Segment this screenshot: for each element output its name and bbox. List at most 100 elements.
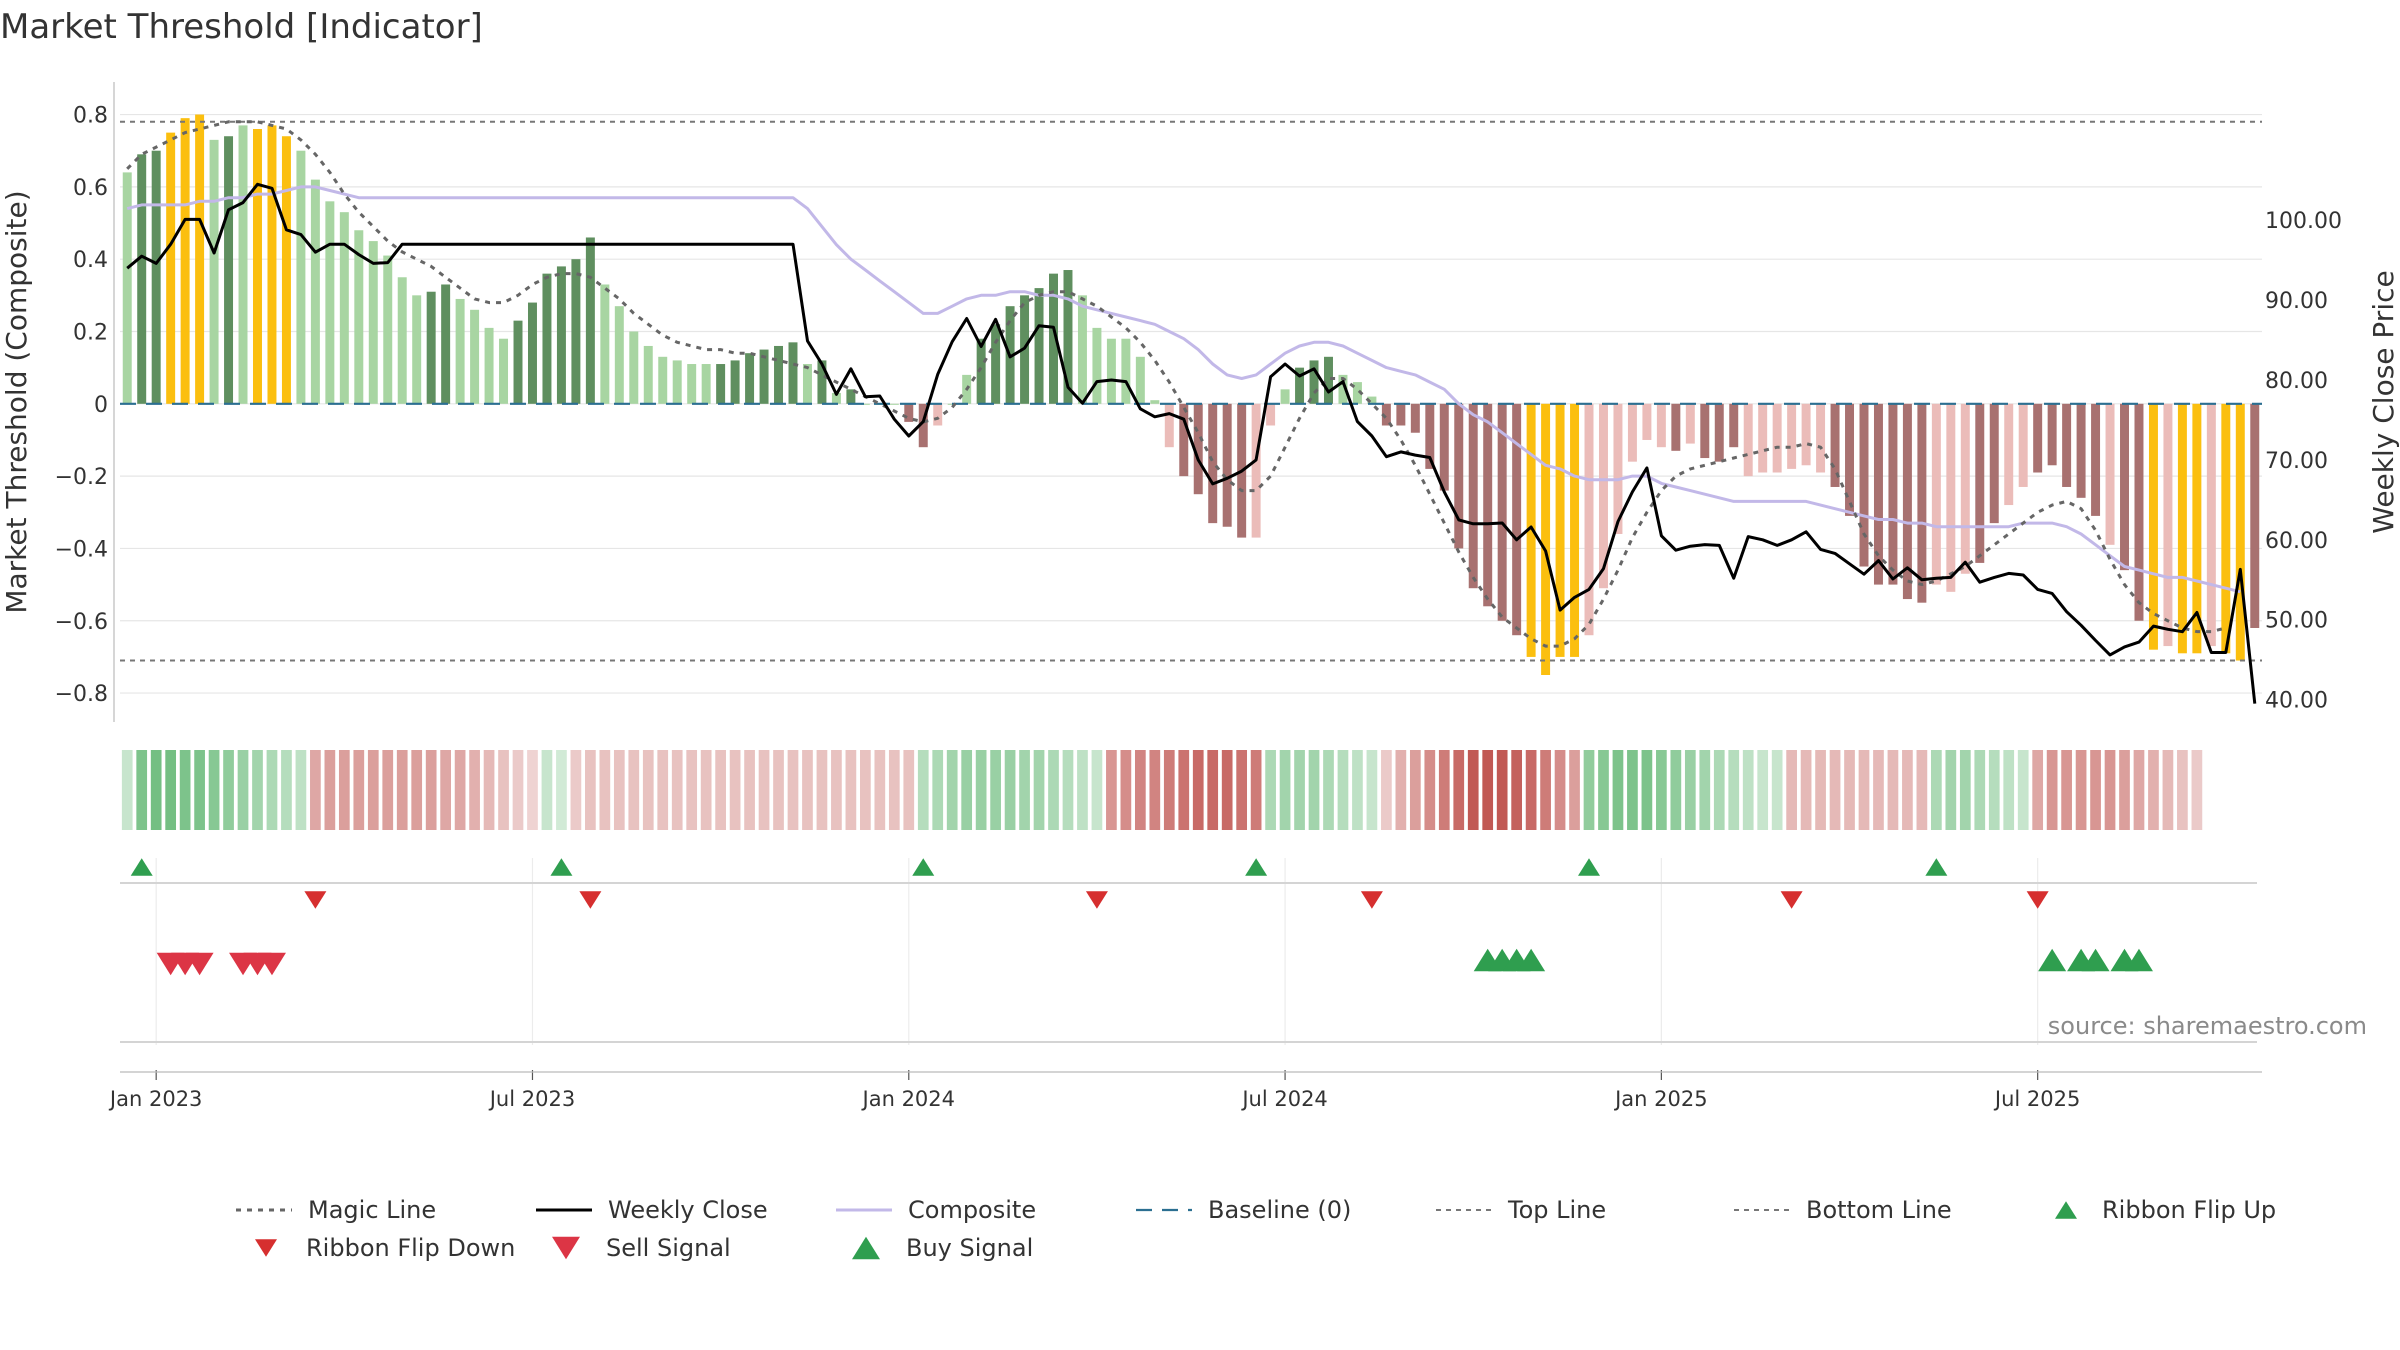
composite-bar [1121,338,1131,404]
composite-bar [1396,403,1406,426]
composite-bar [1063,270,1073,404]
y-tick-label-right: 80.00 [2265,369,2328,394]
ribbon-segment [1409,750,1421,830]
composite-bar [1222,403,1232,527]
composite-bar [267,125,277,404]
composite-bar [556,266,566,404]
composite-bar [1729,403,1739,448]
ribbon-segment [1873,750,1884,830]
composite-bar [571,259,581,404]
legend-item-close: Weekly Close [536,1196,768,1224]
composite-bar [1845,403,1855,516]
ribbon-segment [208,750,220,830]
legend-label: Baseline (0) [1208,1196,1351,1224]
source-label: source: sharemaestro.com [2048,1012,2367,1040]
ribbon-segment [179,750,191,830]
composite-bar [2206,403,2216,647]
composite-bar [1497,403,1507,621]
ribbon-segment [1004,750,1016,830]
y-axis-label-right: Weekly Close Price [2367,270,2400,533]
composite-bar [2033,403,2043,473]
ribbon-segment [1959,750,1971,830]
ribbon-segment [787,750,799,830]
x-tick-label: Jan 2023 [108,1087,203,1111]
composite-bar [383,255,393,404]
ribbon-segment [816,750,828,830]
legend-label: Sell Signal [606,1234,731,1262]
composite-bar [860,403,870,405]
composite-bar [1468,403,1478,589]
composite-bar [310,179,320,404]
ribbon-segment [353,750,365,830]
composite-bar [1367,396,1377,404]
composite-bar [1454,403,1464,549]
legend-item-flipup: Ribbon Flip Up [2055,1196,2276,1224]
ribbon-segment [1569,750,1580,830]
ribbon-segment [440,750,451,830]
composite-bar [527,302,537,404]
ribbon-segment [2003,750,2015,830]
ribbon-flip-down-marker [579,891,602,909]
ribbon-segment [715,750,726,830]
ribbon-segment [1699,750,1711,830]
ribbon-segment [1482,750,1494,830]
ribbon-segment [136,750,148,830]
ribbon-segment [917,750,929,830]
ribbon-segment [382,750,394,830]
ribbon-segment [1134,750,1146,830]
composite-bar [1598,403,1608,589]
composite-bar [122,172,132,404]
composite-bar [1164,403,1174,448]
composite-bar [745,353,755,404]
ribbon-segment [266,750,278,830]
composite-bar [1483,403,1493,607]
composite-bar [1338,374,1348,404]
y-tick-label-right: 90.00 [2265,289,2328,314]
ribbon-segment [1077,750,1088,830]
ribbon-segment [1713,750,1725,830]
ribbon-segment [1540,750,1551,830]
composite-bar [2004,403,2014,506]
ribbon-segment [1352,750,1363,830]
ribbon-segment [1106,750,1117,830]
ribbon-segment [1395,750,1407,830]
ribbon-segment [1757,750,1769,830]
composite-bar [672,360,682,404]
ribbon-segment [1511,750,1522,830]
ribbon-segment [831,750,842,830]
composite-bar [1179,403,1189,477]
composite-bar [802,364,812,404]
ribbon-segment [527,750,538,830]
ribbon-segment [2162,750,2174,830]
ribbon-flip-down-marker [304,891,327,909]
legend-swatch-flipup [2055,1201,2077,1219]
ribbon-segment [1916,750,1928,830]
x-tick-label: Jul 2024 [1240,1087,1327,1111]
ribbon-segment [1641,750,1653,830]
ribbon-segment [585,750,596,830]
legend-item-composite: Composite [836,1196,1036,1224]
x-tick-label: Jul 2025 [1993,1087,2080,1111]
composite-bar [166,132,176,404]
ribbon-segment [874,750,886,830]
ribbon-segment [657,750,669,830]
composite-bar [846,389,856,404]
composite-bar [2062,403,2072,487]
composite-bar [1266,403,1276,426]
ribbon-segment [903,750,915,830]
ribbon-flip-down-marker [1360,891,1383,909]
composite-bar [151,150,161,404]
composite-bar [918,403,928,448]
ribbon-flip-down-marker [1780,891,1803,909]
ribbon-segment [454,750,466,830]
composite-bar [1034,288,1044,404]
ribbon-segment [367,750,379,830]
ribbon-segment [1323,750,1334,830]
ribbon-segment [802,750,813,830]
y-tick-label-left: 0.2 [73,320,108,345]
ribbon-segment [411,750,423,830]
y-tick-label-left: 0 [94,393,108,418]
y-tick-label-right: 100.00 [2265,209,2342,234]
composite-bar [2192,403,2202,654]
